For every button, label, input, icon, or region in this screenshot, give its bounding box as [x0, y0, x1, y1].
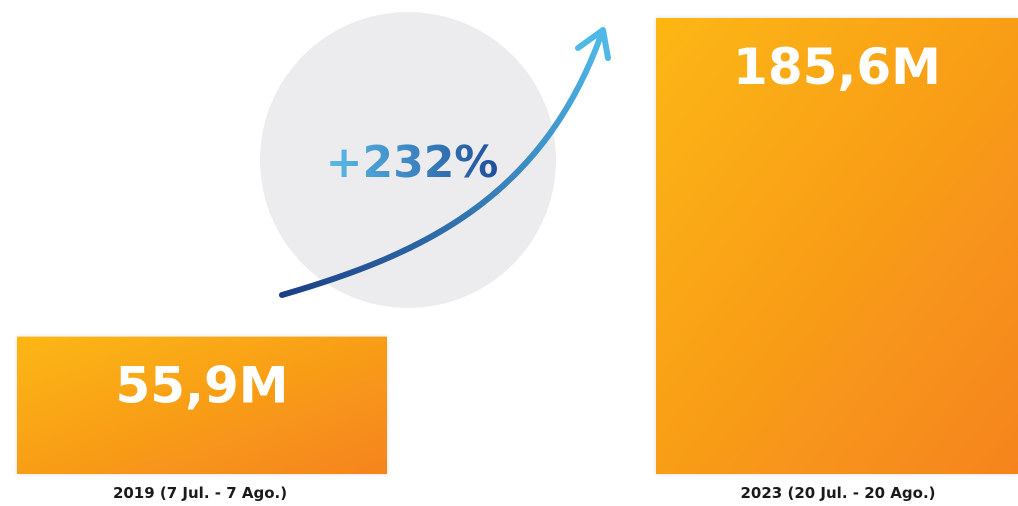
bar-value-label-2: 185,6M: [733, 38, 941, 96]
growth-circle: [260, 12, 556, 308]
category-label-2: 2023 (20 Jul. - 20 Ago.): [741, 484, 936, 502]
bars-layer: 55,9M 2019 (7 Jul. - 7 Ago.) 185,6M 2023 (2…: [17, 18, 1018, 502]
category-label-1: 2019 (7 Jul. - 7 Ago.): [113, 484, 287, 502]
growth-arrow-icon: [279, 27, 611, 298]
growth-percent-label: +232%: [326, 137, 499, 188]
bar-value-label-1: 55,9M: [115, 357, 288, 415]
bar-1: [17, 336, 387, 474]
bar-2: [656, 18, 1018, 474]
